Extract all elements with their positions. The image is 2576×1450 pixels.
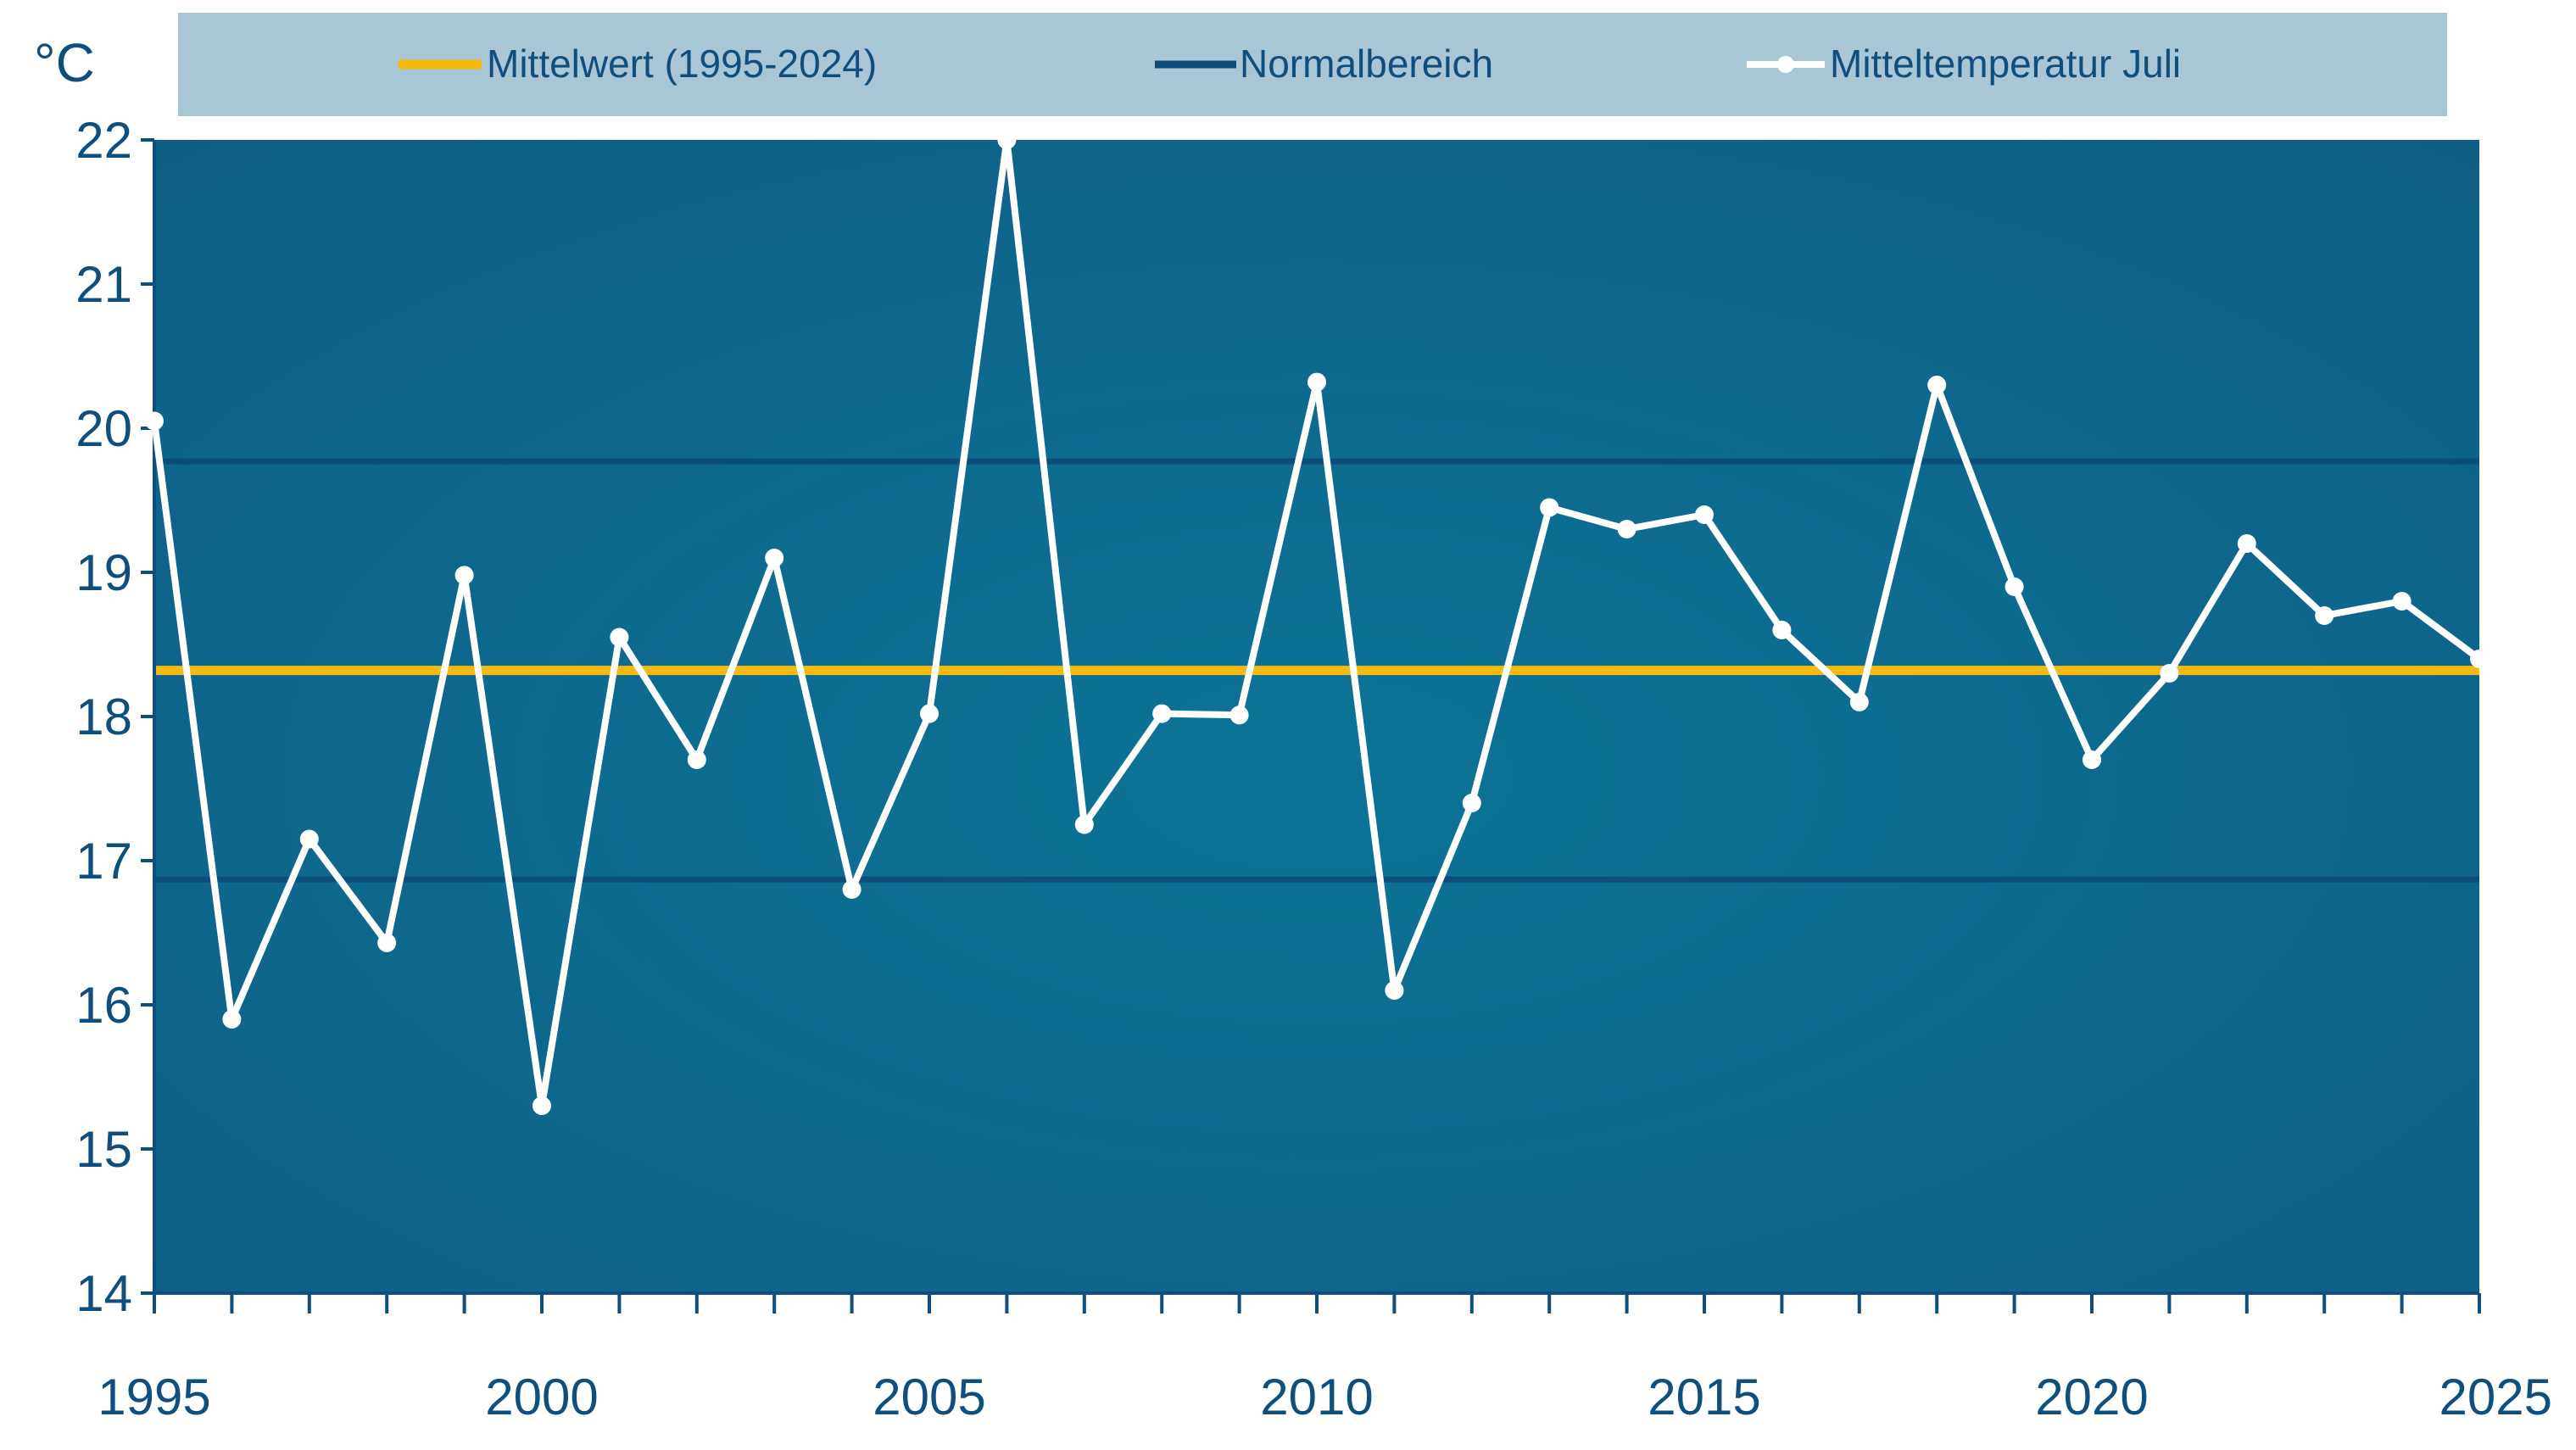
y-tick-label: 22 [75, 112, 132, 169]
data-point [2392, 592, 2412, 611]
data-point [1385, 981, 1404, 1000]
data-point [1927, 376, 1947, 394]
y-tick-label: 20 [75, 400, 132, 457]
y-tick-label: 14 [75, 1265, 132, 1322]
data-point [687, 750, 706, 769]
y-tick-label: 21 [75, 256, 132, 313]
data-point [2083, 750, 2101, 769]
normal-range [154, 458, 2479, 883]
legend-item-series: Mitteltemperatur Juli [1747, 42, 2181, 86]
x-tick-label: 2010 [1260, 1369, 1373, 1425]
y-axis-unit-label: °C [34, 32, 95, 93]
data-point [1772, 621, 1792, 639]
series-mitteltemperatur-juli [145, 131, 2489, 1115]
x-tick-label: 2005 [873, 1369, 985, 1425]
y-tick-label: 19 [75, 544, 132, 601]
x-tick-label: 2015 [1648, 1369, 1760, 1425]
data-point [2470, 650, 2489, 668]
x-tick-label: 2020 [2035, 1369, 2148, 1425]
series-points [145, 131, 2489, 1115]
legend-label-normal-range: Normalbereich [1240, 42, 1493, 86]
legend-label-series: Mitteltemperatur Juli [1830, 42, 2181, 86]
y-ticks: 14 15 16 17 18 19 20 21 22 [75, 112, 154, 1322]
data-point [842, 880, 861, 899]
legend-marker-series [1777, 56, 1794, 73]
data-point [2004, 577, 2024, 596]
data-point [532, 1096, 551, 1115]
legend: Mittelwert (1995-2024) Normalbereich Mit… [178, 13, 2447, 116]
data-point [145, 411, 164, 431]
data-point [997, 131, 1017, 149]
data-point [1849, 693, 1869, 711]
x-tick-label: 2025 [2439, 1369, 2552, 1425]
data-point [299, 829, 319, 849]
data-point [2237, 534, 2256, 553]
data-point [2160, 664, 2179, 683]
y-tick-label: 15 [75, 1121, 132, 1178]
data-point [1617, 520, 1636, 538]
x-ticks: 1995 2000 2005 2010 2015 2020 2025 [98, 1293, 2552, 1425]
y-tick-label: 18 [75, 689, 132, 745]
data-point [1540, 498, 1559, 517]
legend-background [178, 13, 2447, 116]
data-point [610, 627, 629, 647]
axes: 14 15 16 17 18 19 20 21 22 1995 2000 2005 2010 2015 2… [75, 112, 2552, 1425]
data-point [1074, 815, 1094, 834]
legend-item-normal-range: Normalbereich [1155, 42, 1493, 86]
y-tick-label: 17 [75, 833, 132, 890]
x-tick-label: 1995 [98, 1369, 210, 1425]
data-point [222, 1010, 242, 1029]
data-point [377, 933, 397, 952]
data-point [1152, 704, 1172, 723]
legend-label-mean: Mittelwert (1995-2024) [487, 42, 877, 86]
x-tick-label: 2000 [485, 1369, 598, 1425]
data-point [920, 704, 939, 723]
data-point [765, 549, 784, 567]
data-point [1462, 794, 1481, 812]
y-tick-label: 16 [75, 977, 132, 1034]
data-point [2315, 606, 2334, 625]
legend-item-mean: Mittelwert (1995-2024) [399, 42, 877, 86]
data-point [1308, 372, 1326, 392]
data-point [1695, 505, 1714, 524]
data-point [1229, 705, 1249, 725]
data-point [454, 566, 474, 585]
